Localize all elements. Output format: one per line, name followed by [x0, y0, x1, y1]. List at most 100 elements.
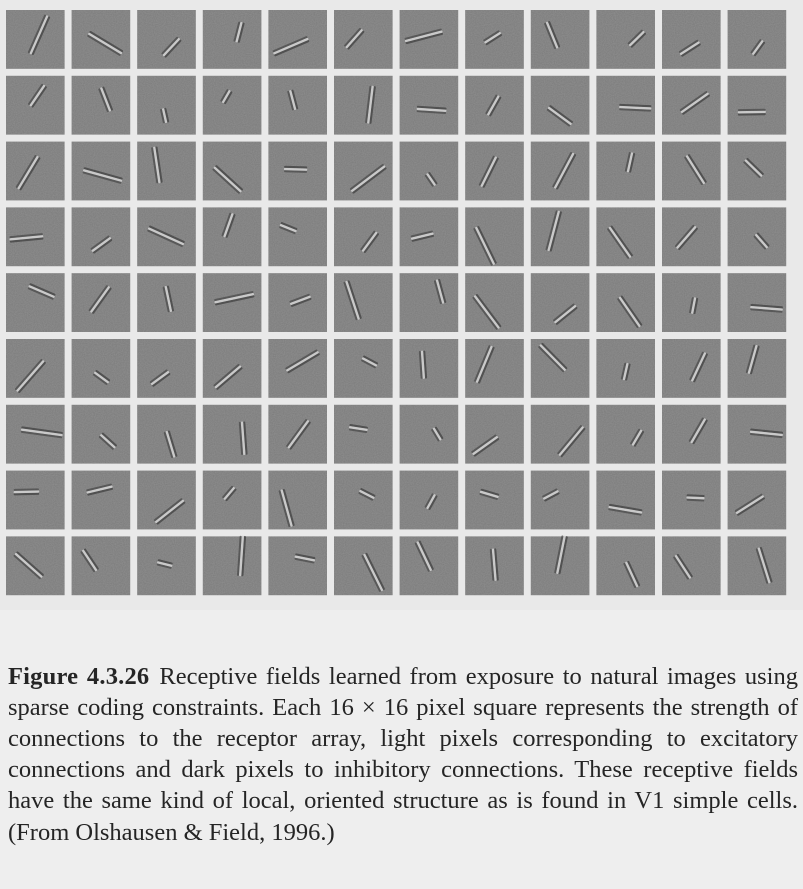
receptive-field-patch: [596, 207, 655, 267]
receptive-field-patch: [399, 536, 459, 596]
receptive-field-patch: [399, 273, 459, 332]
receptive-field-patch: [71, 10, 131, 69]
receptive-field-patch: [465, 273, 524, 332]
receptive-field-patch: [530, 339, 590, 398]
receptive-field-patch: [268, 75, 327, 135]
receptive-field-patch: [6, 404, 65, 464]
receptive-field-patch: [268, 141, 327, 201]
receptive-field-patch: [137, 10, 196, 69]
receptive-field-patch: [662, 75, 721, 135]
receptive-field-patch: [137, 141, 196, 201]
receptive-field-patch: [137, 404, 196, 464]
receptive-field-patch: [334, 10, 393, 69]
receptive-field-patch: [596, 273, 655, 332]
receptive-field-patch: [662, 470, 721, 530]
receptive-field-patch: [202, 535, 262, 596]
receptive-field-patch: [662, 141, 721, 201]
receptive-field-patch: [596, 470, 655, 530]
receptive-field-patch: [399, 404, 459, 464]
receptive-field-patch: [465, 10, 524, 69]
receptive-field-patch: [71, 141, 131, 201]
receptive-field-patch: [6, 273, 65, 332]
receptive-field-patch: [596, 141, 655, 201]
receptive-field-patch: [268, 470, 327, 530]
receptive-field-patch: [465, 141, 524, 201]
receptive-field-patch: [399, 470, 459, 530]
receptive-field-patch: [268, 207, 327, 267]
receptive-field-patch: [202, 339, 262, 398]
receptive-field-patch: [727, 141, 787, 201]
receptive-field-patch: [137, 339, 196, 398]
receptive-field-patch: [268, 404, 327, 464]
receptive-field-patch: [71, 404, 131, 464]
receptive-field-patch: [662, 339, 721, 398]
receptive-field-patch: [202, 470, 262, 530]
receptive-field-patch: [6, 10, 65, 69]
receptive-field-patch: [202, 404, 262, 464]
receptive-field-patch: [465, 536, 524, 596]
receptive-field-patch: [6, 536, 65, 596]
receptive-field-patch: [268, 273, 327, 332]
receptive-field-patch: [465, 339, 524, 398]
receptive-field-patch: [596, 536, 655, 596]
receptive-field-patch: [727, 10, 787, 69]
receptive-field-patch: [727, 404, 787, 464]
receptive-field-patch: [6, 339, 65, 398]
receptive-field-patch: [399, 75, 459, 135]
receptive-field-patch: [399, 339, 459, 398]
receptive-field-patch: [530, 404, 590, 464]
receptive-field-patch: [727, 273, 787, 332]
receptive-field-patch: [334, 273, 393, 332]
receptive-field-patch: [334, 339, 393, 398]
receptive-field-patch: [596, 75, 655, 135]
receptive-field-patch: [71, 273, 131, 332]
receptive-field-patch: [137, 207, 196, 267]
receptive-field-patch: [596, 10, 655, 69]
receptive-field-grid: [6, 10, 787, 596]
receptive-field-patch: [662, 536, 721, 596]
receptive-field-patch: [662, 10, 721, 69]
receptive-field-patch: [268, 10, 327, 69]
receptive-field-patch: [530, 10, 590, 69]
figure-image: [6, 10, 787, 596]
receptive-field-patch: [530, 207, 590, 267]
receptive-field-patch: [662, 273, 721, 332]
receptive-field-patch: [71, 536, 131, 596]
receptive-field-patch: [596, 339, 655, 398]
receptive-field-patch: [6, 207, 65, 267]
receptive-field-patch: [727, 207, 787, 267]
receptive-field-patch: [530, 273, 590, 332]
receptive-field-patch: [202, 75, 262, 135]
receptive-field-patch: [530, 470, 590, 530]
receptive-field-patch: [662, 404, 721, 464]
receptive-field-patch: [596, 404, 655, 464]
receptive-field-patch: [727, 75, 787, 135]
figure-label: Figure 4.3.26: [8, 662, 150, 690]
receptive-field-patch: [334, 536, 393, 596]
receptive-field-patch: [71, 75, 131, 135]
figure-caption: Figure 4.3.26 Receptive fields learned fr…: [8, 661, 798, 848]
receptive-field-patch: [334, 75, 393, 135]
receptive-field-patch: [399, 141, 459, 201]
receptive-field-patch: [465, 207, 524, 267]
receptive-field-patch: [334, 207, 393, 267]
receptive-field-patch: [202, 141, 262, 201]
receptive-field-patch: [202, 207, 262, 267]
receptive-field-patch: [334, 404, 393, 464]
receptive-field-patch: [662, 207, 721, 267]
receptive-field-patch: [6, 141, 65, 201]
receptive-field-patch: [137, 470, 196, 530]
receptive-field-patch: [334, 470, 393, 530]
receptive-field-patch: [399, 10, 459, 69]
receptive-field-patch: [137, 273, 196, 332]
receptive-field-patch: [465, 404, 524, 464]
receptive-field-patch: [727, 536, 787, 596]
caption-text: Receptive fields learned from exposure t…: [8, 662, 798, 846]
receptive-field-patch: [71, 339, 131, 398]
receptive-field-patch: [268, 339, 327, 398]
receptive-field-patch: [202, 273, 262, 332]
receptive-field-patch: [202, 10, 262, 69]
receptive-field-patch: [268, 536, 327, 596]
receptive-field-patch: [137, 75, 196, 135]
receptive-field-patch: [727, 470, 787, 530]
